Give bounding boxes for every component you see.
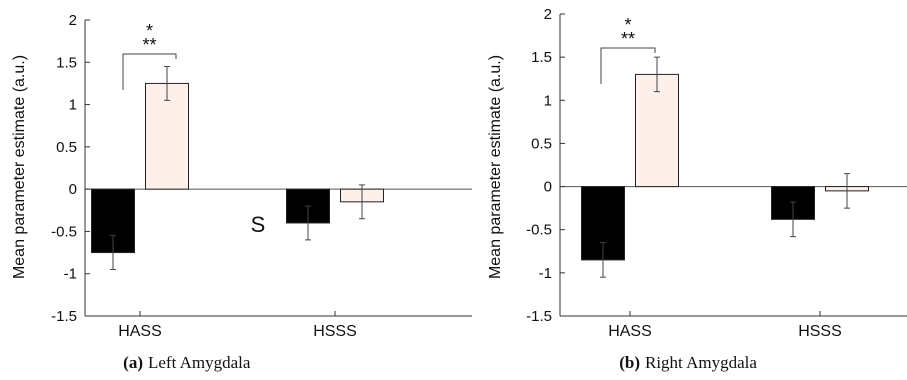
y-tick-label: -1 — [539, 265, 552, 282]
y-tick-label: -1.5 — [51, 308, 77, 325]
y-tick-label: 0.5 — [56, 139, 77, 156]
y-tick-label: -0.5 — [526, 222, 552, 239]
panel-left-amygdala: Mean parameter estimate (a.u.) S (a) Lef… — [11, 12, 472, 372]
panel-letter: (b) — [619, 353, 640, 372]
y-tick-label: 1.5 — [531, 49, 552, 66]
y-tick-label: -0.5 — [51, 223, 77, 240]
significance-marker: ** — [142, 35, 156, 55]
panel-caption: Right Amygdala — [645, 353, 757, 372]
y-tick-label: 0.5 — [531, 135, 552, 152]
y-tick-label: -1 — [64, 266, 77, 283]
y-tick-label: 0 — [69, 181, 77, 198]
panel-right-amygdala: Mean parameter estimate (a.u.) (b) Right… — [487, 6, 907, 372]
significance-bracket — [600, 47, 656, 84]
bar — [145, 82, 189, 190]
y-tick-label: 0 — [544, 179, 552, 196]
bar — [635, 73, 679, 188]
y-tick-label: 2 — [69, 12, 77, 29]
y-tick-label: -1.5 — [526, 308, 552, 325]
stray-label: S — [251, 212, 266, 237]
y-tick-label: 1.5 — [56, 54, 77, 71]
significance-bracket — [122, 53, 177, 90]
x-tick-label: HASS — [118, 323, 162, 340]
y-axis-title: Mean parameter estimate (a.u.) — [487, 55, 504, 279]
significance-marker: * — [146, 21, 153, 41]
y-axis-title: Mean parameter estimate (a.u.) — [11, 55, 28, 279]
panel-letter: (a) — [123, 353, 143, 372]
x-tick-label: HASS — [608, 323, 652, 340]
significance-marker: ** — [621, 29, 635, 49]
x-tick-label: HSSS — [798, 323, 842, 340]
significance-marker: * — [624, 15, 631, 35]
x-tick-label: HSSS — [313, 323, 357, 340]
y-tick-label: 1 — [544, 92, 552, 109]
y-tick-label: 2 — [544, 6, 552, 23]
panel-caption: Left Amygdala — [148, 353, 251, 372]
y-tick-label: 1 — [69, 97, 77, 114]
